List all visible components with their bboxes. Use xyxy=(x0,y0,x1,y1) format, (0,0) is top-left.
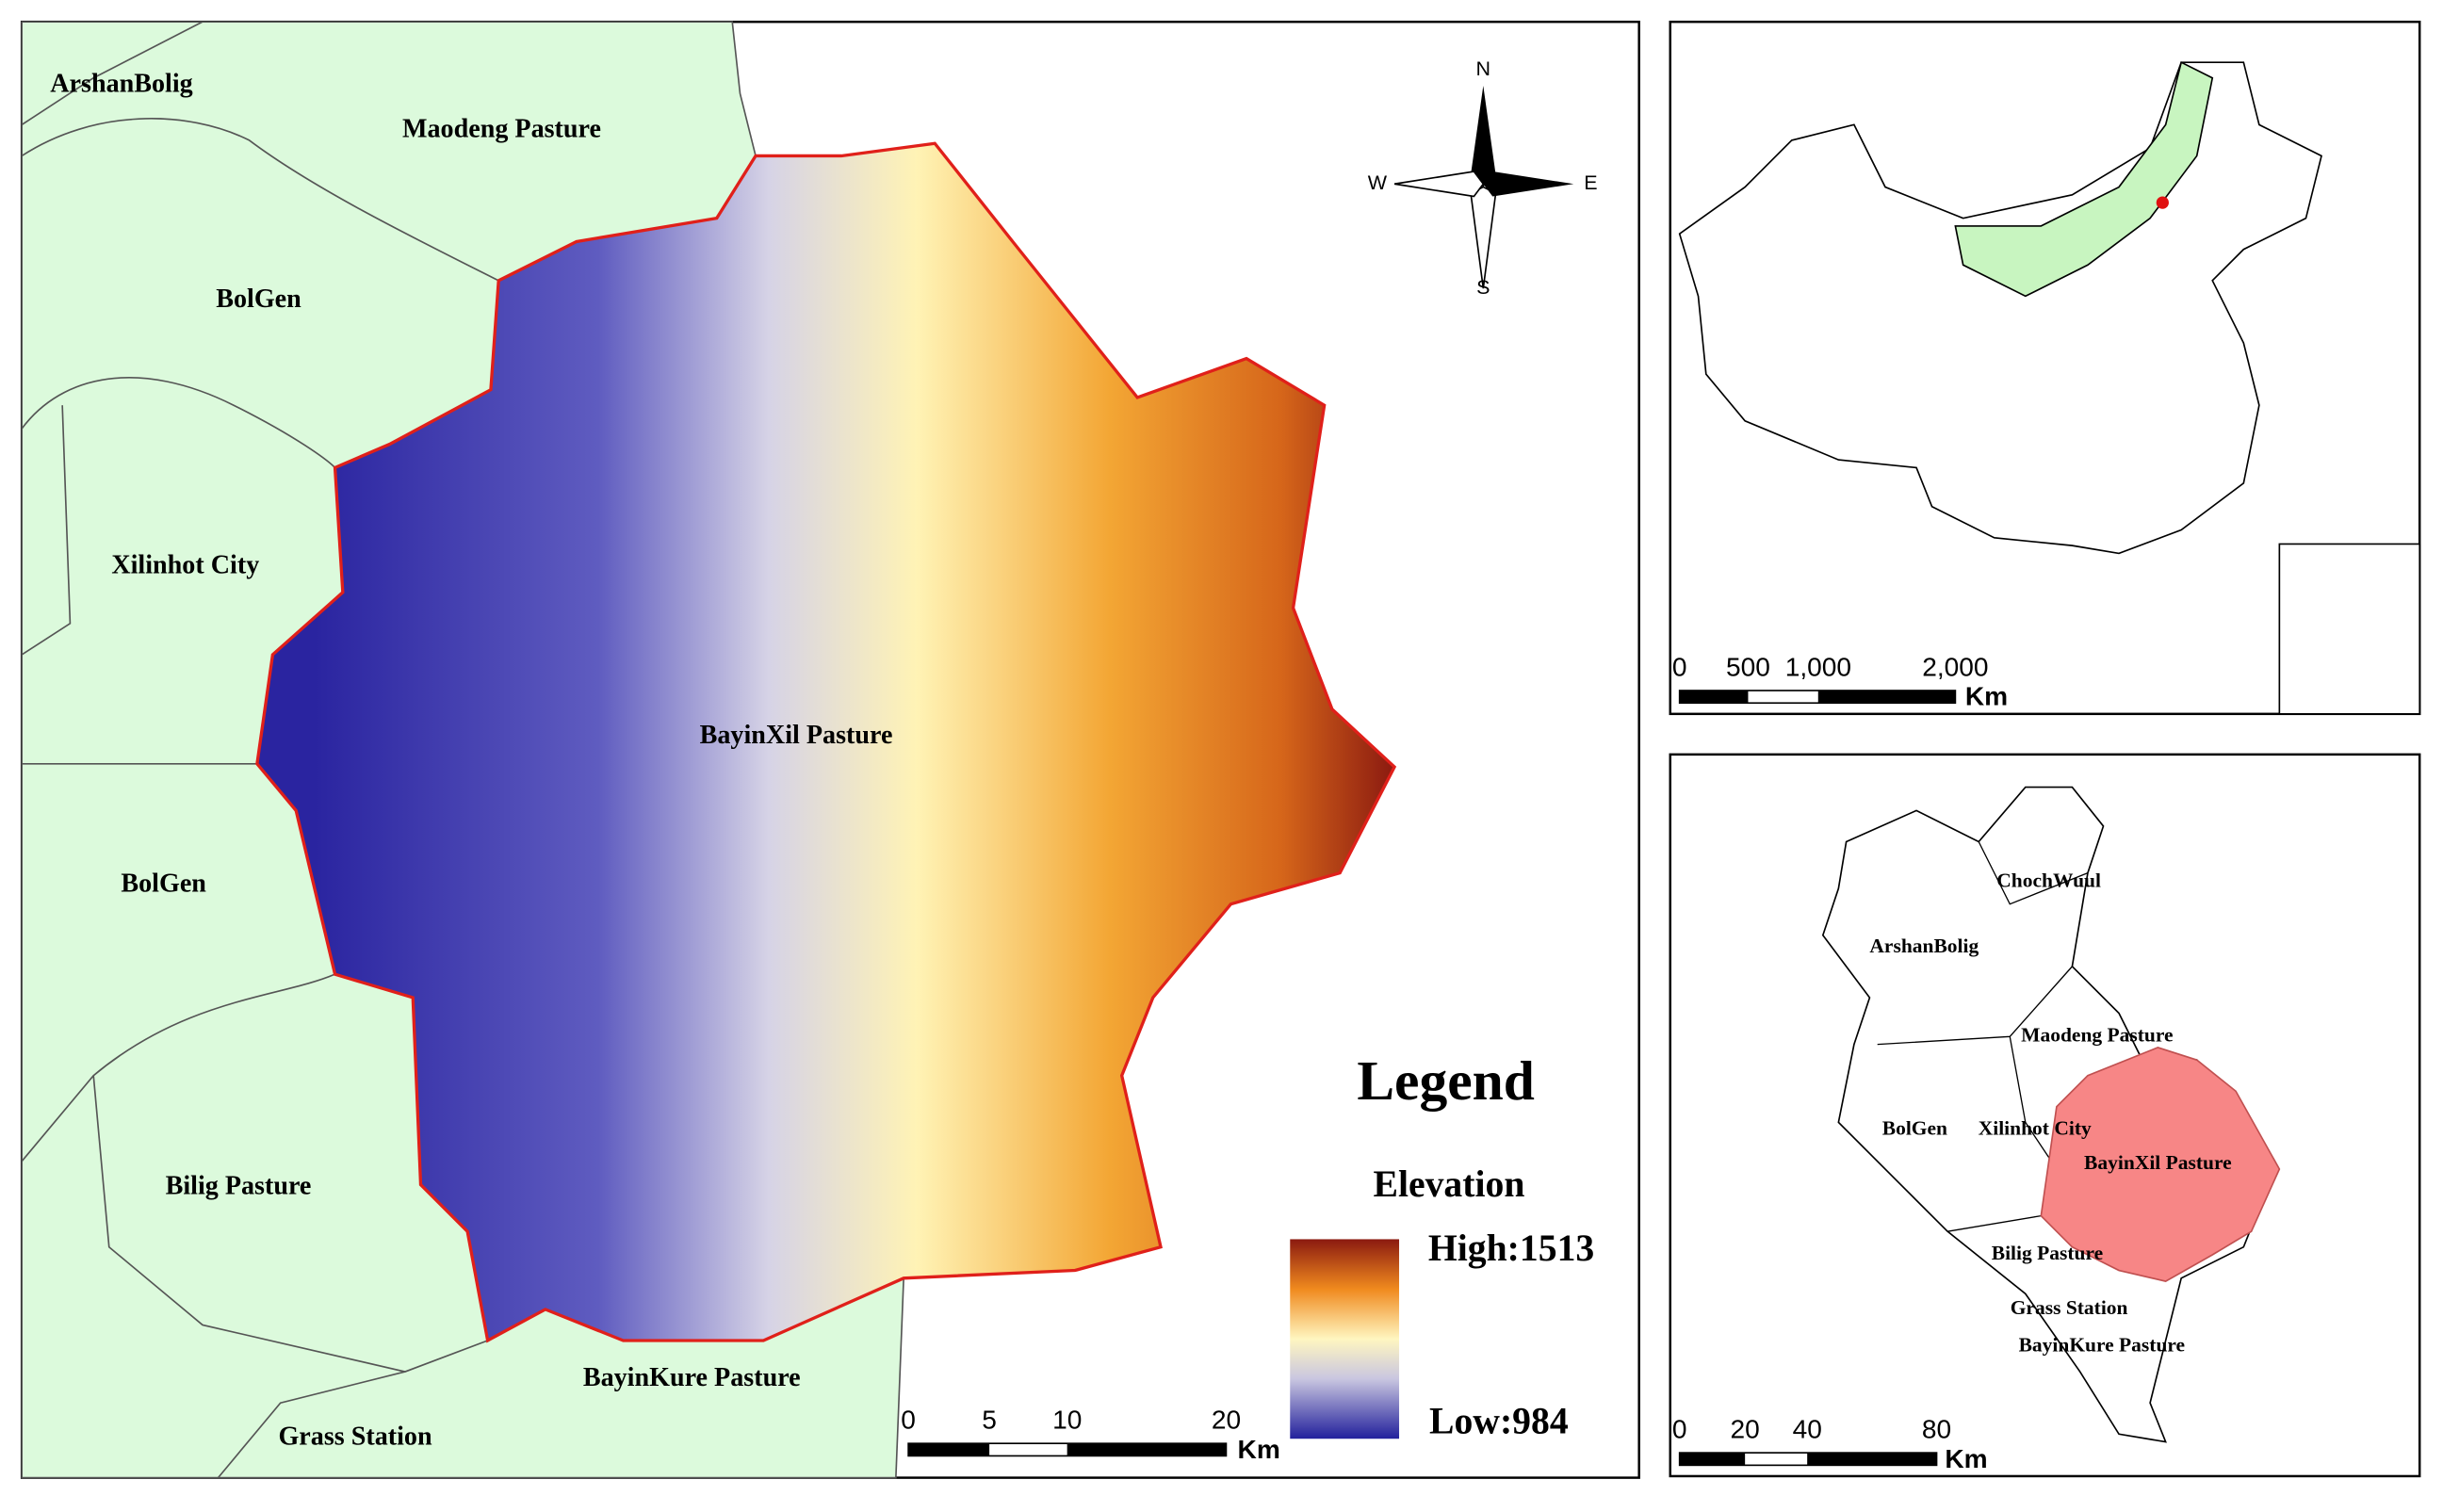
legend-subtitle: Elevation xyxy=(1373,1163,1524,1205)
legend-ramp xyxy=(1290,1239,1400,1439)
district-label: BolGen xyxy=(1882,1117,1947,1140)
legend-high: High:1513 xyxy=(1428,1227,1594,1269)
scale-tick-label: 500 xyxy=(1726,652,1770,681)
scale-tick-label: 80 xyxy=(1922,1414,1951,1443)
scale-bar-segment xyxy=(1679,1453,1746,1466)
district-label: Grass Station xyxy=(2011,1296,2128,1319)
district-label: ArshanBolig xyxy=(1869,935,1979,957)
location-dot xyxy=(2156,196,2169,209)
region-labels: ArshanBolig Maodeng Pasture BolGen Xilinhot… xyxy=(50,69,800,1451)
scale-tick-label: 40 xyxy=(1793,1414,1822,1443)
scale-tick-label: 20 xyxy=(1212,1405,1241,1434)
scale-tick-label: 5 xyxy=(982,1405,997,1434)
scale-bar-segment xyxy=(1817,691,1956,704)
district-boundaries xyxy=(1877,841,2089,1232)
scale-bar-segment xyxy=(908,1443,990,1456)
bayinxil-highlight xyxy=(2040,1047,2281,1282)
scale-tick-label: 2,000 xyxy=(1922,652,1988,681)
district-label: Xilinhot City xyxy=(1979,1117,2092,1140)
region-label: BolGen xyxy=(121,869,206,898)
scale-unit: Km xyxy=(1965,682,2008,711)
study-area-label: BayinXil Pasture xyxy=(700,721,893,750)
legend-title: Legend xyxy=(1357,1049,1535,1112)
compass-e: E xyxy=(1584,171,1597,194)
compass: N S W E xyxy=(1368,57,1598,299)
district-labels: ChochWuul ArshanBolig Maodeng Pasture BolGe… xyxy=(1869,869,2231,1356)
scale-tick-label: 0 xyxy=(1672,652,1687,681)
district-label: ChochWuul xyxy=(1996,869,2101,891)
scale-bar-segment xyxy=(1807,1453,1937,1466)
region-label: Maodeng Pasture xyxy=(402,114,601,143)
compass-s: S xyxy=(1476,276,1490,299)
district-label: Bilig Pasture xyxy=(1992,1242,2103,1264)
scale-bar-segment xyxy=(1067,1443,1227,1456)
inset-frame xyxy=(2278,543,2421,715)
district-label: BayinXil Pasture xyxy=(2084,1151,2232,1174)
district-label: BayinKure Pasture xyxy=(2019,1334,2186,1357)
scale-unit: Km xyxy=(1945,1444,1987,1473)
region-label: BayinKure Pasture xyxy=(583,1363,801,1392)
scale-tick-label: 1,000 xyxy=(1785,652,1851,681)
region-label: ArshanBolig xyxy=(50,69,192,98)
legend-low: Low:984 xyxy=(1429,1400,1569,1441)
study-area xyxy=(255,141,1397,1343)
region-label: Xilinhot City xyxy=(111,551,259,580)
compass-w: W xyxy=(1368,171,1388,194)
scale-tick-label: 0 xyxy=(901,1405,916,1434)
region-label: Grass Station xyxy=(278,1423,432,1452)
district-label: Maodeng Pasture xyxy=(2021,1023,2173,1046)
scale-tick-label: 20 xyxy=(1731,1414,1760,1443)
compass-n: N xyxy=(1476,57,1491,80)
scale-bar-segment xyxy=(1679,691,1749,704)
scale-tick-label: 0 xyxy=(1672,1414,1687,1443)
boundaries xyxy=(21,21,499,1479)
region-label: Bilig Pasture xyxy=(166,1171,312,1200)
inner-mongolia xyxy=(1954,60,2214,298)
scale-unit: Km xyxy=(1238,1435,1280,1464)
scale-tick-label: 10 xyxy=(1052,1405,1082,1434)
region-label: BolGen xyxy=(216,285,301,314)
